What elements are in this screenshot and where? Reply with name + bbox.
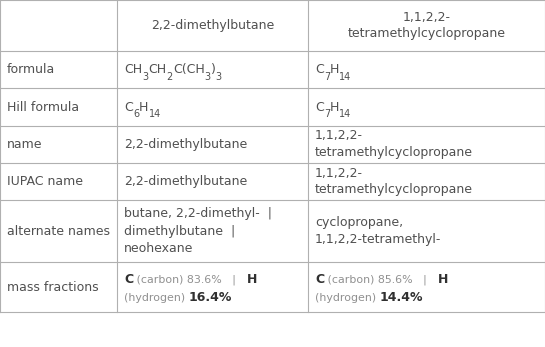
Text: 14: 14 — [340, 109, 352, 119]
Text: C: C — [315, 64, 324, 76]
Text: H: H — [330, 64, 340, 76]
Text: (hydrogen): (hydrogen) — [315, 293, 380, 303]
Text: name: name — [7, 138, 43, 151]
Text: C: C — [124, 101, 133, 113]
Text: IUPAC name: IUPAC name — [7, 175, 83, 188]
Text: 2,2-dimethylbutane: 2,2-dimethylbutane — [124, 175, 247, 188]
Text: cyclopropane,
1,1,2,2-tetramethyl-: cyclopropane, 1,1,2,2-tetramethyl- — [315, 216, 441, 246]
Text: H: H — [330, 101, 340, 113]
Text: CH: CH — [148, 64, 167, 76]
Text: C: C — [315, 273, 324, 286]
Text: (hydrogen): (hydrogen) — [124, 293, 189, 303]
Text: C: C — [124, 273, 134, 286]
Text: H: H — [247, 273, 257, 286]
Text: 7: 7 — [324, 72, 330, 82]
Text: mass fractions: mass fractions — [7, 281, 99, 294]
Text: 6: 6 — [133, 109, 139, 119]
Text: butane, 2,2-dimethyl-  |
dimethylbutane  |
neohexane: butane, 2,2-dimethyl- | dimethylbutane |… — [124, 207, 272, 255]
Text: Hill formula: Hill formula — [7, 101, 79, 113]
Text: 14: 14 — [340, 72, 352, 82]
Text: 2: 2 — [167, 72, 173, 82]
Text: C: C — [315, 101, 324, 113]
Text: 1,1,2,2-
tetramethylcyclopropane: 1,1,2,2- tetramethylcyclopropane — [348, 11, 505, 41]
Text: 3: 3 — [204, 72, 211, 82]
Text: ): ) — [211, 64, 216, 76]
Text: 1,1,2,2-
tetramethylcyclopropane: 1,1,2,2- tetramethylcyclopropane — [315, 129, 473, 159]
Text: 3: 3 — [142, 72, 148, 82]
Text: 14: 14 — [148, 109, 161, 119]
Text: H: H — [139, 101, 148, 113]
Text: C(CH: C(CH — [173, 64, 204, 76]
Text: 14.4%: 14.4% — [380, 291, 423, 304]
Text: 2,2-dimethylbutane: 2,2-dimethylbutane — [151, 19, 274, 32]
Text: (carbon) 85.6%   |: (carbon) 85.6% | — [324, 274, 438, 285]
Text: formula: formula — [7, 64, 56, 76]
Text: 2,2-dimethylbutane: 2,2-dimethylbutane — [124, 138, 247, 151]
Text: H: H — [438, 273, 448, 286]
Text: (carbon) 83.6%   |: (carbon) 83.6% | — [134, 274, 247, 285]
Text: 3: 3 — [216, 72, 222, 82]
Text: 16.4%: 16.4% — [189, 291, 232, 304]
Text: 1,1,2,2-
tetramethylcyclopropane: 1,1,2,2- tetramethylcyclopropane — [315, 167, 473, 196]
Text: CH: CH — [124, 64, 142, 76]
Text: alternate names: alternate names — [7, 225, 110, 238]
Text: 7: 7 — [324, 109, 330, 119]
